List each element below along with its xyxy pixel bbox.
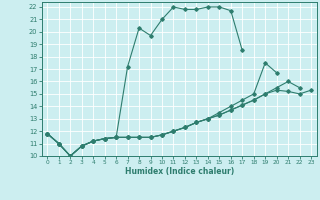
- X-axis label: Humidex (Indice chaleur): Humidex (Indice chaleur): [124, 167, 234, 176]
